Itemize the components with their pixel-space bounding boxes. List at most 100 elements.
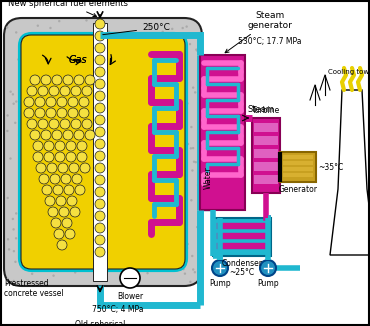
Circle shape	[108, 30, 110, 33]
Circle shape	[190, 126, 193, 128]
Circle shape	[74, 130, 84, 140]
Circle shape	[95, 163, 105, 173]
Bar	[283, 173, 313, 177]
Circle shape	[196, 226, 198, 228]
Circle shape	[182, 60, 185, 62]
Circle shape	[71, 119, 81, 129]
Circle shape	[30, 75, 40, 85]
Circle shape	[185, 142, 187, 145]
Circle shape	[71, 86, 81, 96]
Circle shape	[19, 81, 21, 83]
Circle shape	[185, 113, 188, 116]
Circle shape	[186, 243, 189, 245]
Circle shape	[60, 119, 70, 129]
Circle shape	[184, 120, 186, 122]
Circle shape	[69, 35, 71, 37]
Circle shape	[56, 196, 66, 206]
Circle shape	[18, 113, 21, 115]
Bar	[217, 243, 267, 249]
Circle shape	[57, 108, 67, 118]
Circle shape	[155, 23, 157, 25]
Circle shape	[79, 97, 89, 107]
Polygon shape	[330, 90, 370, 255]
Circle shape	[64, 185, 74, 195]
Circle shape	[95, 247, 105, 257]
Circle shape	[49, 119, 59, 129]
Circle shape	[122, 280, 124, 282]
Circle shape	[146, 272, 149, 274]
Circle shape	[79, 36, 81, 38]
Circle shape	[74, 271, 77, 274]
Bar	[217, 223, 267, 229]
Circle shape	[46, 108, 56, 118]
Circle shape	[45, 196, 55, 206]
Bar	[217, 233, 267, 239]
Text: 250°C: 250°C	[103, 23, 170, 35]
Circle shape	[36, 163, 46, 173]
Circle shape	[165, 267, 168, 270]
Circle shape	[15, 212, 17, 215]
Circle shape	[77, 152, 87, 162]
Circle shape	[51, 218, 61, 228]
Bar	[280, 152, 316, 182]
Text: Gas: Gas	[69, 55, 87, 65]
Circle shape	[6, 283, 8, 285]
Circle shape	[13, 102, 15, 105]
Bar	[254, 123, 278, 132]
Circle shape	[15, 100, 17, 103]
Text: Blower: Blower	[117, 292, 143, 301]
Circle shape	[186, 102, 189, 105]
Text: Water: Water	[204, 167, 212, 189]
Circle shape	[23, 206, 25, 209]
Bar	[283, 155, 313, 159]
Circle shape	[49, 27, 52, 29]
Circle shape	[65, 229, 75, 239]
Circle shape	[62, 218, 72, 228]
Circle shape	[69, 163, 79, 173]
Circle shape	[95, 115, 105, 125]
Circle shape	[94, 271, 96, 274]
Circle shape	[95, 175, 105, 185]
Circle shape	[44, 141, 54, 151]
Circle shape	[59, 207, 69, 217]
Circle shape	[8, 248, 10, 251]
Circle shape	[191, 169, 194, 172]
Circle shape	[57, 240, 67, 250]
Text: Cooling tower: Cooling tower	[328, 69, 370, 75]
Bar	[93, 23, 107, 281]
Circle shape	[95, 34, 97, 36]
Circle shape	[11, 218, 14, 220]
Circle shape	[193, 160, 195, 163]
Circle shape	[7, 197, 9, 199]
Circle shape	[53, 185, 63, 195]
Circle shape	[181, 27, 184, 29]
Circle shape	[44, 152, 54, 162]
Circle shape	[95, 79, 105, 89]
Circle shape	[85, 130, 95, 140]
Bar	[254, 136, 278, 145]
Circle shape	[185, 140, 187, 142]
Circle shape	[15, 237, 17, 240]
Circle shape	[95, 103, 105, 113]
Circle shape	[183, 237, 185, 240]
Circle shape	[85, 19, 88, 22]
Circle shape	[66, 141, 76, 151]
Circle shape	[160, 267, 162, 269]
Circle shape	[95, 91, 105, 101]
Bar	[254, 162, 278, 171]
Bar	[254, 149, 278, 158]
Circle shape	[10, 91, 12, 93]
Circle shape	[95, 67, 105, 77]
Circle shape	[120, 268, 140, 288]
Bar	[203, 148, 213, 210]
Circle shape	[80, 163, 90, 173]
Circle shape	[187, 143, 189, 145]
Text: 530°C; 17.7 MPa: 530°C; 17.7 MPa	[238, 37, 302, 46]
Circle shape	[35, 97, 45, 107]
FancyBboxPatch shape	[4, 18, 202, 286]
Circle shape	[120, 267, 122, 270]
Circle shape	[70, 207, 80, 217]
Circle shape	[50, 174, 60, 184]
Circle shape	[95, 139, 105, 149]
Circle shape	[121, 270, 124, 272]
